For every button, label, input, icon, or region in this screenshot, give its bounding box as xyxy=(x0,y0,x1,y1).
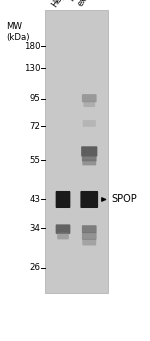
Text: 72: 72 xyxy=(30,122,40,131)
FancyBboxPatch shape xyxy=(83,120,96,127)
FancyBboxPatch shape xyxy=(82,159,96,165)
FancyBboxPatch shape xyxy=(80,191,98,208)
Text: 34: 34 xyxy=(30,224,40,233)
Text: 180: 180 xyxy=(24,42,40,50)
Text: HepG2 nuclear
extract: HepG2 nuclear extract xyxy=(67,0,119,9)
Bar xyxy=(45,10,108,293)
FancyBboxPatch shape xyxy=(56,191,70,208)
Text: 95: 95 xyxy=(30,94,40,103)
Text: 55: 55 xyxy=(30,156,40,165)
FancyBboxPatch shape xyxy=(82,225,97,233)
Text: 26: 26 xyxy=(30,263,40,272)
FancyBboxPatch shape xyxy=(57,233,69,239)
Text: SPOP: SPOP xyxy=(112,194,138,205)
FancyBboxPatch shape xyxy=(83,101,95,107)
FancyBboxPatch shape xyxy=(82,232,97,240)
FancyBboxPatch shape xyxy=(81,146,97,157)
Text: 130: 130 xyxy=(24,64,40,73)
Text: HepG2: HepG2 xyxy=(50,0,74,9)
Text: MW
(kDa): MW (kDa) xyxy=(6,22,30,42)
Text: 43: 43 xyxy=(30,195,40,204)
FancyBboxPatch shape xyxy=(82,154,97,161)
FancyBboxPatch shape xyxy=(82,94,97,102)
FancyBboxPatch shape xyxy=(82,239,96,246)
FancyBboxPatch shape xyxy=(56,224,70,234)
